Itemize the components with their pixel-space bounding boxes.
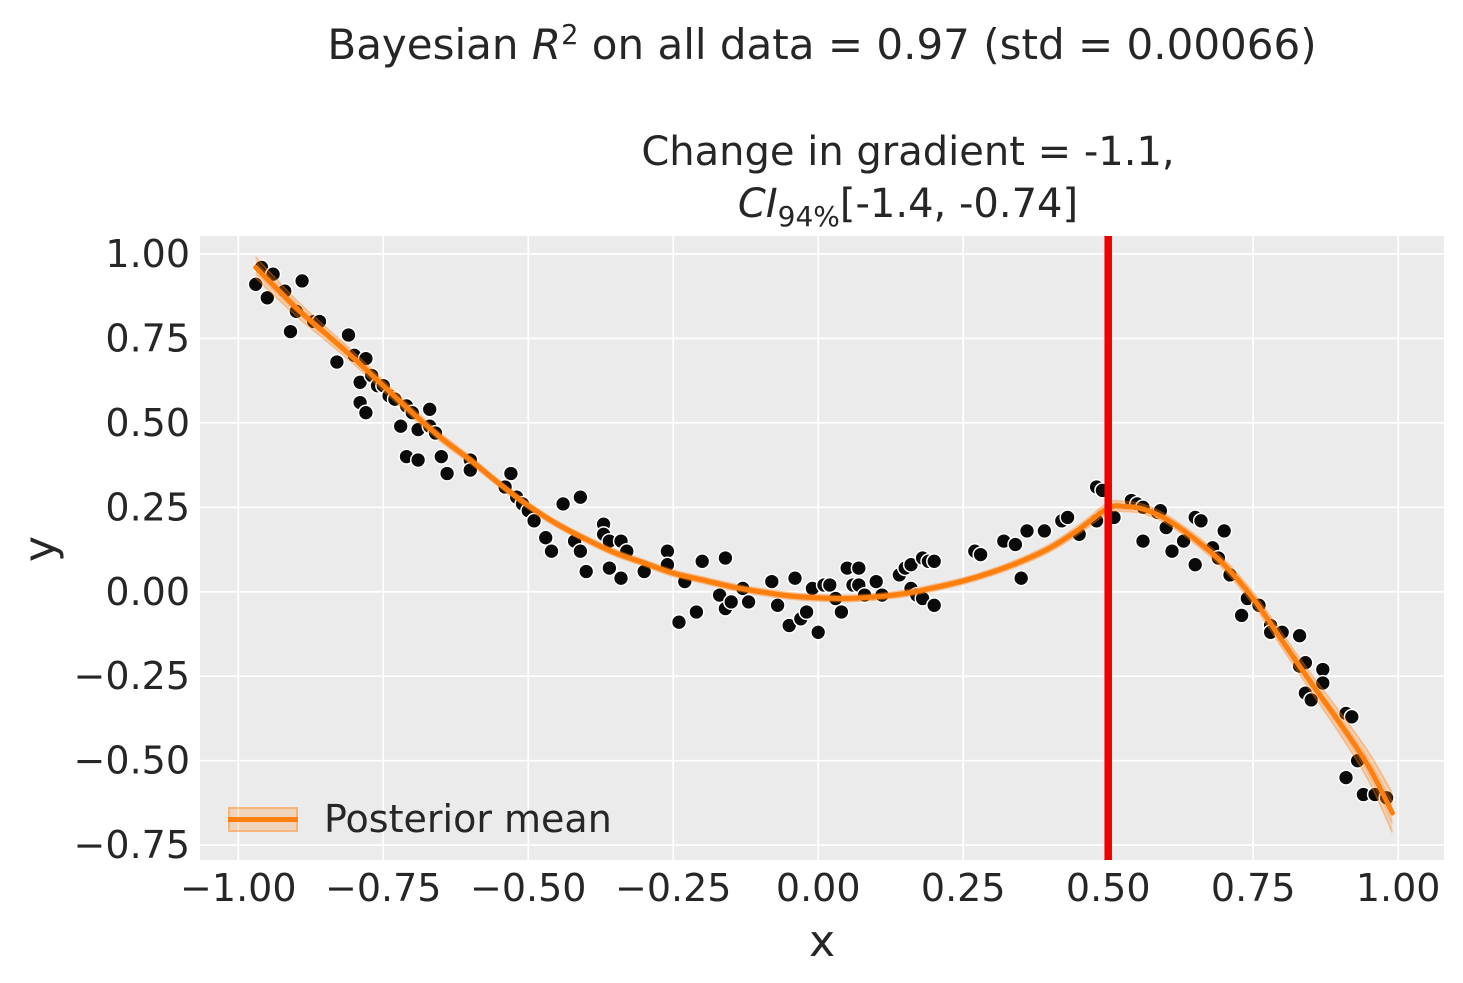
scatter-point — [572, 543, 589, 560]
scatter-point — [438, 465, 456, 482]
y-tick-label: 0.75 — [105, 316, 190, 360]
scatter-point — [259, 289, 276, 306]
y-tick-label: −0.25 — [74, 654, 190, 698]
scatter-point — [293, 272, 311, 290]
chart-subtitle: Change in gradient = -1.1, CI94%[-1.4, -… — [286, 126, 1463, 243]
scatter-point — [717, 549, 734, 567]
x-tick-label: 0.25 — [921, 866, 1006, 910]
scatter-point — [612, 570, 630, 587]
scatter-point — [502, 465, 520, 482]
scatter-point — [763, 573, 780, 590]
scatter-point — [1134, 532, 1152, 550]
posterior-mean-line — [253, 264, 1395, 816]
scatter-point — [740, 593, 757, 611]
scatter-point — [694, 553, 711, 570]
x-tick-label: −0.50 — [470, 866, 586, 910]
legend: Posterior mean — [228, 797, 612, 841]
title-variable: R — [531, 20, 562, 69]
legend-swatch-posterior-mean — [228, 804, 298, 835]
scatter-point — [1216, 522, 1233, 540]
scatter-point — [1036, 522, 1053, 540]
scatter-point — [688, 603, 705, 621]
scatter-point — [821, 576, 838, 594]
scatter-point — [543, 543, 560, 560]
scatter-point — [1187, 556, 1204, 573]
y-axis-label: y — [14, 535, 66, 563]
scatter-point — [247, 276, 264, 293]
scatter-point — [421, 401, 438, 418]
scatter-point — [769, 597, 786, 614]
x-tick-label: 1.00 — [1356, 866, 1441, 910]
legend-label: Posterior mean — [324, 797, 612, 841]
scatter-point — [554, 495, 572, 513]
scatter-point — [659, 543, 676, 560]
title-prefix: Bayesian — [327, 20, 532, 69]
scatter-point — [810, 624, 827, 641]
scatter-point — [601, 559, 618, 577]
scatter-point — [1192, 512, 1210, 529]
scatter-point — [572, 489, 589, 506]
y-tick-label: −0.75 — [74, 823, 190, 867]
ci-subscript: 94% — [777, 200, 840, 233]
axes-background — [200, 236, 1444, 860]
subtitle-line2: CI94%[-1.4, -0.74] — [286, 178, 1463, 243]
y-tick-label: 0.25 — [105, 485, 190, 529]
x-axis-label: x — [808, 916, 836, 967]
scatter-point — [972, 546, 989, 563]
posterior-draw-line — [255, 276, 1394, 833]
legend-line-icon — [228, 816, 298, 822]
scatter-point — [409, 451, 427, 469]
scatter-point — [433, 448, 450, 465]
scatter-point — [1303, 691, 1320, 709]
x-tick-label: −0.75 — [325, 866, 441, 910]
scatter-point — [850, 559, 867, 577]
scatter-point — [1314, 661, 1331, 678]
y-tick-label: 0.50 — [105, 401, 190, 445]
scatter-point — [1175, 532, 1192, 550]
scatter-point — [1291, 627, 1308, 644]
title-rest: on all data = 0.97 (std = 0.00066) — [578, 20, 1317, 69]
y-tick-label: −0.50 — [74, 739, 190, 783]
scatter-point — [670, 614, 688, 631]
ci-symbol: CI — [737, 181, 778, 227]
scatter-point — [926, 553, 943, 570]
x-tick-label: 0.50 — [1066, 866, 1151, 910]
scatter-point — [578, 563, 595, 580]
x-tick-label: 0.75 — [1211, 866, 1296, 910]
subtitle-line1: Change in gradient = -1.1, — [641, 129, 1175, 175]
scatter-point — [340, 326, 357, 344]
scatter-point — [1337, 769, 1355, 786]
scatter-point — [786, 570, 804, 587]
scatter-point — [798, 603, 815, 621]
x-tick-label: −0.25 — [615, 866, 731, 910]
scatter-point — [1007, 536, 1024, 553]
scatter-point — [868, 573, 885, 590]
scatter-point — [1018, 522, 1036, 540]
posterior-draw-line — [255, 256, 1394, 795]
x-tick-label: −1.00 — [180, 866, 296, 910]
scatter-point — [282, 323, 299, 340]
scatter-point — [357, 404, 375, 421]
y-tick-label: 0.00 — [105, 570, 190, 614]
scatter-point — [926, 597, 943, 614]
scatter-point — [537, 529, 554, 546]
scatter-point — [1163, 543, 1181, 560]
chart-title: Bayesian R2 on all data = 0.97 (std = 0.… — [200, 20, 1444, 70]
scatter-point — [525, 512, 543, 529]
ci-interval: [-1.4, -0.74] — [839, 181, 1079, 227]
scatter-point — [1233, 607, 1250, 624]
y-tick-label: 1.00 — [105, 232, 190, 276]
title-superscript: 2 — [561, 20, 579, 51]
scatter-point — [1314, 674, 1331, 692]
scatter-point — [833, 603, 850, 621]
scatter-point — [723, 593, 740, 611]
x-tick-label: 0.00 — [776, 866, 861, 910]
scatter-point — [1059, 509, 1076, 526]
scatter-point — [1013, 570, 1030, 587]
scatter-point — [1343, 708, 1360, 725]
scatter-point — [328, 353, 346, 371]
scatter-point — [392, 418, 409, 435]
